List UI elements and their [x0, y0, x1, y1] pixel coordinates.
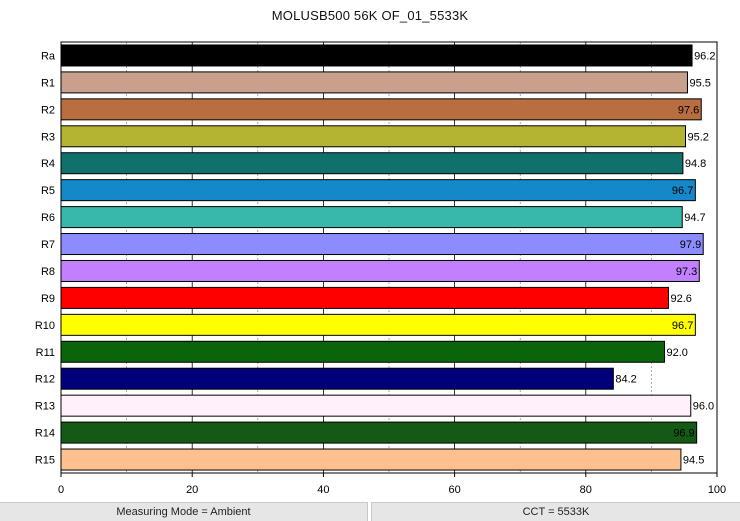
bar-r15 — [60, 448, 682, 471]
value-label-r1: 95.5 — [689, 77, 710, 89]
value-label-r5: 96.7 — [672, 185, 693, 197]
bar-r14 — [60, 421, 698, 444]
category-label-r11: R11 — [36, 347, 55, 359]
x-tick-label: 100 — [708, 484, 726, 496]
value-label-r10: 96.7 — [672, 320, 693, 332]
x-tick-label: 0 — [58, 484, 64, 496]
value-label-r15: 94.5 — [683, 455, 704, 467]
bar-r5 — [60, 179, 696, 202]
category-label-r14: R14 — [35, 428, 55, 440]
category-label-r12: R12 — [35, 374, 55, 386]
category-label-r7: R7 — [41, 239, 55, 251]
value-label-r2: 97.6 — [678, 104, 699, 116]
x-axis-ticks: 0 20 40 60 80 100 — [58, 473, 726, 496]
category-label-r10: R10 — [35, 320, 55, 332]
cri-bar-chart: Ra R1 R2 R3 R4 R5 R6 R7 R8 R9 R10 R11 R12 R13 R14 R15 9… — [35, 41, 726, 496]
category-label-r5: R5 — [41, 185, 55, 197]
measuring-mode-status: Measuring Mode = Ambient — [0, 502, 368, 521]
bar-r8 — [60, 259, 700, 282]
bar-r7 — [60, 233, 704, 256]
bar-r1 — [60, 71, 688, 94]
bar-r11 — [60, 340, 666, 363]
bar-r9 — [60, 286, 669, 309]
value-label-r12: 84.2 — [615, 374, 636, 386]
category-label-r1: R1 — [41, 77, 55, 89]
bar-r2 — [60, 98, 702, 121]
x-tick-label: 40 — [317, 484, 329, 496]
bar-r10 — [60, 313, 696, 336]
bar-ra — [60, 44, 693, 67]
value-label-r7: 97.9 — [680, 239, 701, 251]
category-label-r6: R6 — [41, 212, 55, 224]
x-tick-label: 80 — [580, 484, 592, 496]
value-label-r6: 94.7 — [684, 212, 705, 224]
value-label-r8: 97.3 — [676, 266, 697, 278]
value-label-ra: 96.2 — [694, 50, 715, 62]
value-label-r4: 94.8 — [685, 158, 706, 170]
value-label-r14: 96.9 — [673, 428, 694, 440]
value-label-r13: 96.0 — [693, 401, 714, 413]
category-label-r4: R4 — [41, 158, 55, 170]
category-label-r13: R13 — [35, 401, 55, 413]
category-label-ra: Ra — [41, 50, 56, 62]
category-label-r15: R15 — [35, 455, 55, 467]
bar-r6 — [60, 206, 683, 229]
category-label-r2: R2 — [41, 104, 55, 116]
cct-status: CCT = 5533K — [371, 502, 740, 521]
x-tick-label: 20 — [186, 484, 198, 496]
plot-frame — [60, 41, 718, 474]
bar-r3 — [60, 125, 687, 148]
value-label-r9: 92.6 — [670, 293, 691, 305]
value-label-r11: 92.0 — [667, 347, 688, 359]
category-label-r8: R8 — [41, 266, 55, 278]
bar-r4 — [60, 152, 684, 175]
category-label-r9: R9 — [41, 293, 55, 305]
value-labels: 96.2 95.5 97.6 95.2 94.8 96.7 94.7 97.9 97.3 92.6… — [615, 50, 715, 466]
category-labels: Ra R1 R2 R3 R4 R5 R6 R7 R8 R9 R10 R11 R12 R13 R14 R15 — [35, 50, 56, 466]
value-label-r3: 95.2 — [688, 131, 709, 143]
x-tick-label: 60 — [448, 484, 460, 496]
category-label-r3: R3 — [41, 131, 55, 143]
bar-r13 — [60, 394, 692, 417]
bar-r12 — [60, 367, 614, 390]
bar-group — [60, 44, 704, 471]
chart-title: MOLUSB500 56K OF_01_5533K — [271, 8, 469, 23]
